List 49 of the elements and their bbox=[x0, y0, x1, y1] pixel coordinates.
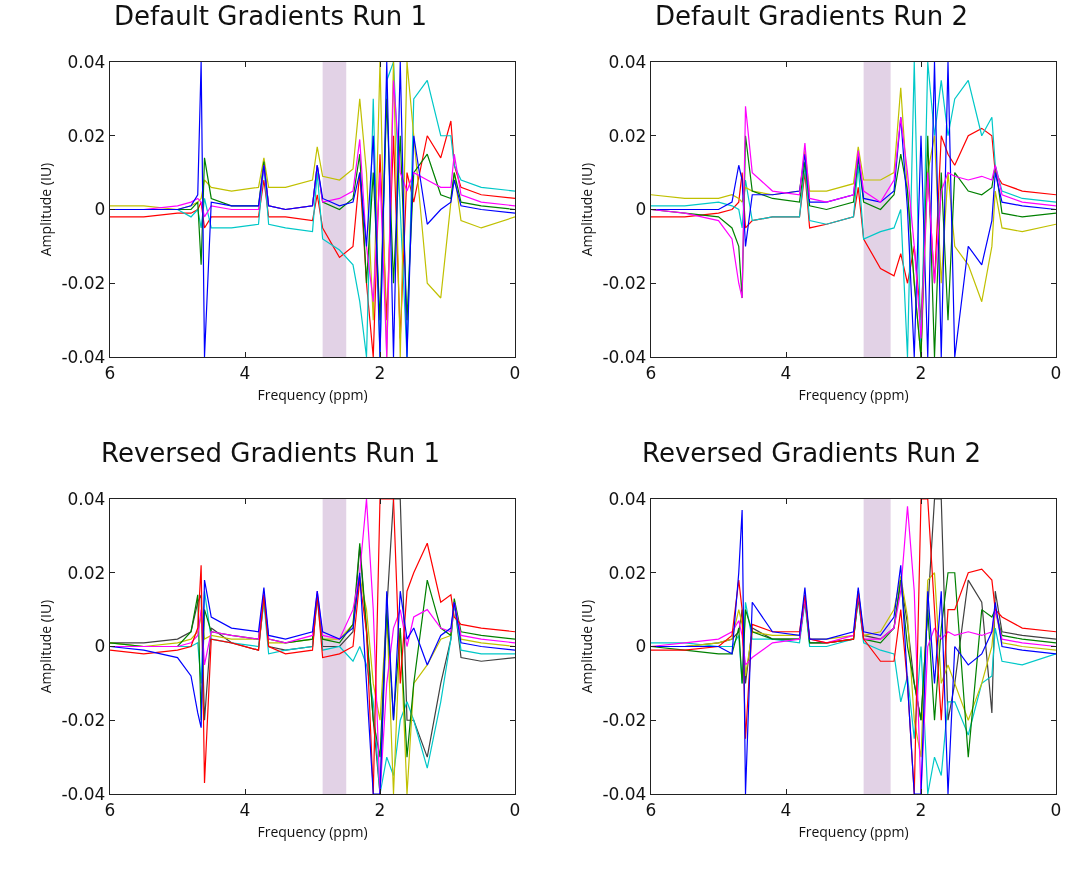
y-tick-label: 0.02 bbox=[67, 125, 106, 146]
y-tick-label: 0.04 bbox=[608, 51, 647, 72]
y-tick-label: 0.02 bbox=[608, 125, 647, 146]
x-axis-title: Frequency (ppm) bbox=[257, 821, 368, 841]
chart-title: Reversed Gradients Run 2 bbox=[642, 437, 981, 468]
x-tick-label: 6 bbox=[104, 362, 116, 383]
x-tick-label: 2 bbox=[374, 799, 386, 820]
y-tick-label: 0.04 bbox=[67, 51, 106, 72]
y-tick-label: 0.04 bbox=[608, 488, 647, 509]
y-tick-label: -0.02 bbox=[602, 273, 647, 294]
y-tick-label: -0.02 bbox=[61, 710, 106, 731]
y-tick-label: 0.02 bbox=[67, 562, 106, 583]
chart-title: Default Gradients Run 1 bbox=[114, 0, 427, 31]
x-tick-label: 2 bbox=[915, 799, 927, 820]
x-tick-label: 4 bbox=[239, 799, 251, 820]
y-tick-label: -0.04 bbox=[61, 346, 106, 367]
y-tick-label: -0.04 bbox=[61, 783, 106, 804]
x-tick-label: 4 bbox=[780, 362, 792, 383]
x-tick-label: 2 bbox=[915, 362, 927, 383]
line-series bbox=[110, 499, 515, 794]
y-tick-label: -0.04 bbox=[602, 346, 647, 367]
y-axis-title: Amplitude (IU) bbox=[36, 599, 56, 694]
y-tick-label: 0 bbox=[635, 199, 647, 220]
y-tick-label: -0.04 bbox=[602, 783, 647, 804]
x-tick-label: 2 bbox=[374, 362, 386, 383]
y-tick-label: -0.02 bbox=[602, 710, 647, 731]
y-axis-title: Amplitude (IU) bbox=[577, 599, 597, 694]
y-tick-label: 0 bbox=[94, 199, 106, 220]
chart-title: Default Gradients Run 2 bbox=[655, 0, 968, 31]
y-tick-label: 0 bbox=[635, 636, 647, 657]
x-tick-label: 4 bbox=[239, 362, 251, 383]
x-tick-label: 0 bbox=[509, 362, 521, 383]
y-axis-title: Amplitude (IU) bbox=[36, 162, 56, 257]
y-tick-label: 0 bbox=[94, 636, 106, 657]
y-tick-label: 0.04 bbox=[67, 488, 106, 509]
x-tick-label: 6 bbox=[104, 799, 116, 820]
x-tick-label: 6 bbox=[645, 799, 657, 820]
x-tick-label: 0 bbox=[1050, 362, 1062, 383]
x-axis-title: Frequency (ppm) bbox=[257, 384, 368, 404]
y-tick-label: 0.02 bbox=[608, 562, 647, 583]
chart-title: Reversed Gradients Run 1 bbox=[101, 437, 440, 468]
y-tick-label: -0.02 bbox=[61, 273, 106, 294]
x-tick-label: 0 bbox=[509, 799, 521, 820]
x-tick-label: 4 bbox=[780, 799, 792, 820]
y-axis-title: Amplitude (IU) bbox=[577, 162, 597, 257]
x-tick-label: 0 bbox=[1050, 799, 1062, 820]
x-axis-title: Frequency (ppm) bbox=[798, 821, 909, 841]
x-axis-title: Frequency (ppm) bbox=[798, 384, 909, 404]
x-tick-label: 6 bbox=[645, 362, 657, 383]
